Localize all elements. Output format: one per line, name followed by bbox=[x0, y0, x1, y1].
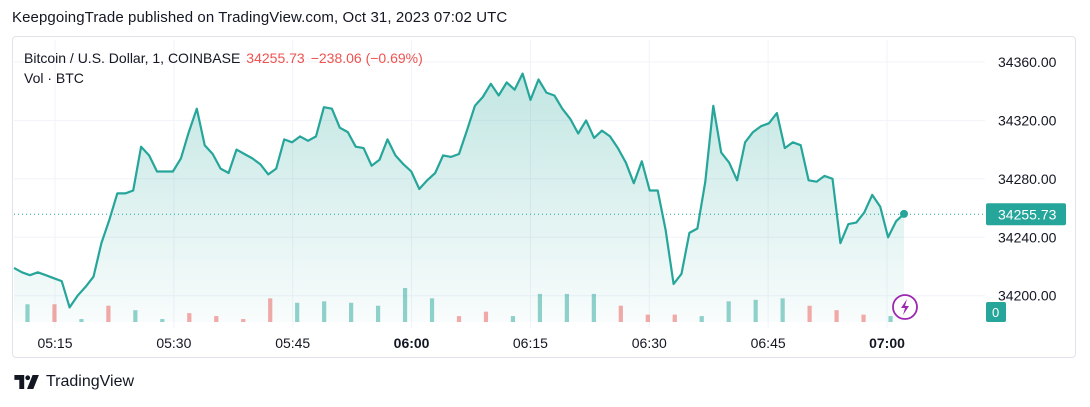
tradingview-logo-icon bbox=[14, 375, 39, 389]
publisher-line: KeepgoingTrade published on TradingView.… bbox=[12, 9, 508, 26]
x-tick-label: 05:15 bbox=[37, 335, 72, 351]
volume-legend[interactable]: Vol · BTC bbox=[24, 70, 84, 86]
x-tick-label: 05:30 bbox=[156, 335, 191, 351]
x-tick-label: 06:15 bbox=[513, 335, 548, 351]
y-tick-label: 34320.00 bbox=[998, 112, 1057, 128]
x-tick-label: 06:00 bbox=[394, 335, 430, 351]
volume-badge bbox=[986, 302, 1006, 322]
y-tick-label: 34280.00 bbox=[998, 171, 1057, 187]
brand-name: TradingView bbox=[46, 373, 135, 390]
x-tick-label: 05:45 bbox=[275, 335, 310, 351]
price-change: −238.06 (−0.69%) bbox=[310, 50, 423, 66]
last-price-dot bbox=[900, 209, 908, 218]
x-tick-label: 06:45 bbox=[751, 335, 786, 351]
volume-badge-label: 0 bbox=[992, 305, 999, 320]
chart-legend: Bitcoin / U.S. Dollar, 1, COINBASE 34255.… bbox=[24, 48, 423, 88]
price-badge bbox=[986, 203, 1066, 226]
x-tick-label: 06:30 bbox=[632, 335, 667, 351]
price-badge-label: 34255.73 bbox=[998, 206, 1057, 222]
y-tick-label: 34200.00 bbox=[998, 288, 1057, 304]
price-area bbox=[14, 73, 904, 322]
symbol-title[interactable]: Bitcoin / U.S. Dollar, 1, COINBASE bbox=[24, 50, 241, 66]
chart-frame bbox=[12, 36, 1076, 358]
lightning-bolt-icon bbox=[901, 299, 909, 315]
price-line[interactable] bbox=[13, 72, 905, 309]
y-tick-label: 34240.00 bbox=[998, 229, 1057, 245]
y-tick-label: 34360.00 bbox=[998, 54, 1057, 70]
tradingview-brand[interactable]: TradingView bbox=[14, 373, 134, 391]
x-tick-label: 07:00 bbox=[869, 335, 905, 351]
last-price: 34255.73 bbox=[246, 50, 305, 66]
